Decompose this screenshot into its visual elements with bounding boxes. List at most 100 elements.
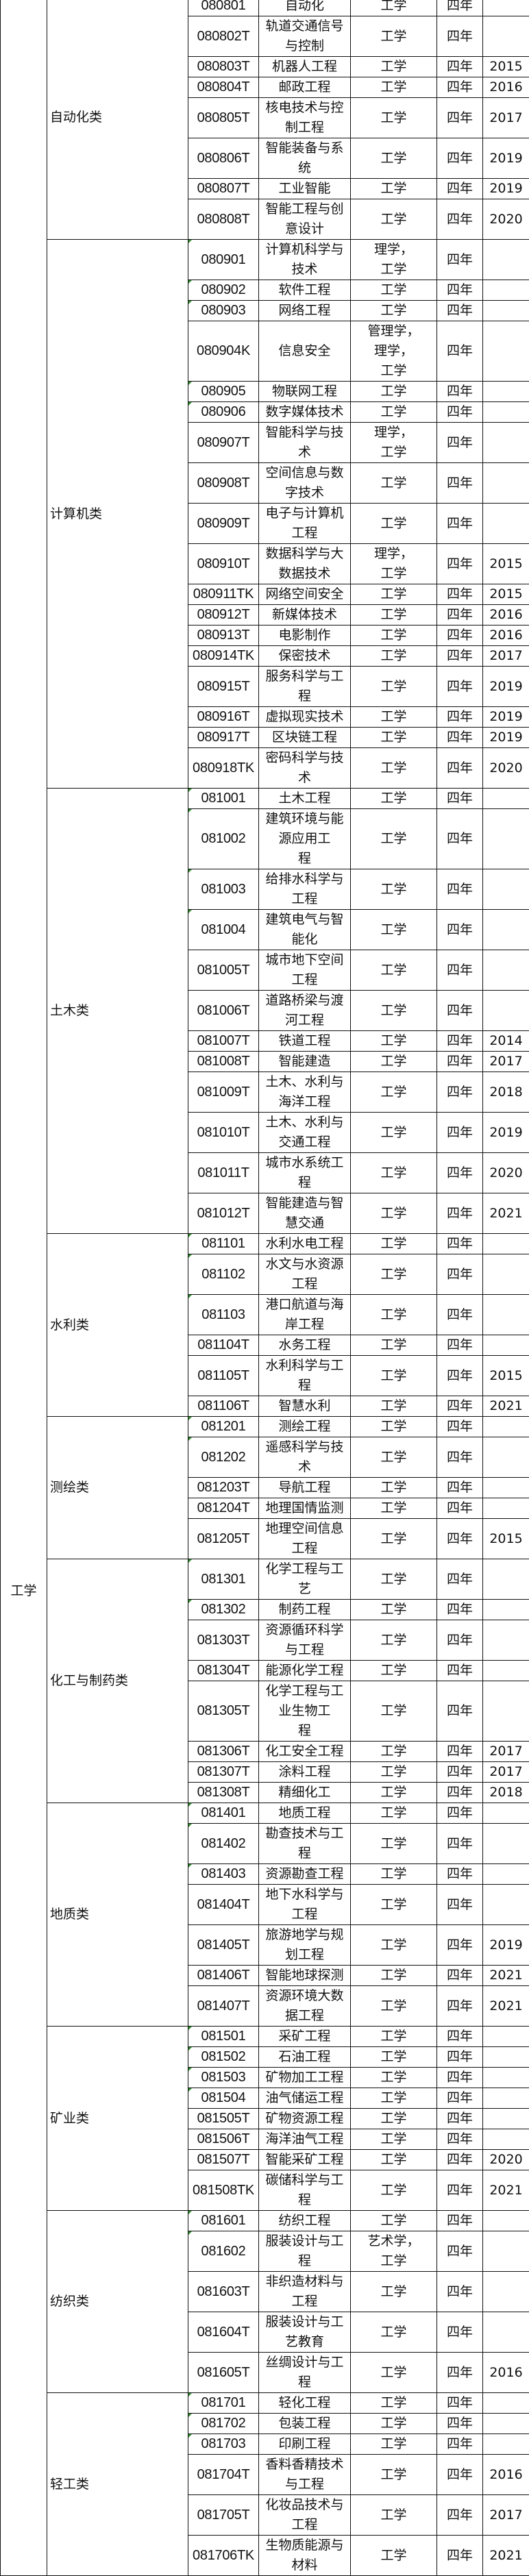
study-years: 四年 bbox=[437, 321, 483, 382]
major-code: 081202 bbox=[188, 1437, 259, 1478]
degree-type: 工学 bbox=[351, 1783, 437, 1803]
major-code: 080801 bbox=[188, 0, 259, 16]
major-name: 石油工程 bbox=[259, 2047, 351, 2068]
category-cell: 测绘类 bbox=[47, 1417, 188, 1559]
year-added bbox=[483, 789, 529, 809]
major-code: 080917T bbox=[188, 728, 259, 748]
year-added bbox=[483, 1437, 529, 1478]
year-added bbox=[483, 1864, 529, 1885]
study-years: 四年 bbox=[437, 504, 483, 544]
year-added bbox=[483, 240, 529, 280]
major-name: 精细化工 bbox=[259, 1783, 351, 1803]
year-added bbox=[483, 1620, 529, 1661]
study-years: 四年 bbox=[437, 1885, 483, 1925]
degree-type: 工学 bbox=[351, 950, 437, 991]
degree-type: 工学 bbox=[351, 667, 437, 707]
major-code: 080912T bbox=[188, 605, 259, 626]
major-name: 水利水电工程 bbox=[259, 1234, 351, 1254]
degree-type: 工学 bbox=[351, 280, 437, 301]
study-years: 四年 bbox=[437, 1803, 483, 1824]
major-code: 080807T bbox=[188, 179, 259, 199]
major-code: 081603T bbox=[188, 2272, 259, 2312]
major-code: 081706TK bbox=[188, 2536, 259, 2576]
study-years: 四年 bbox=[437, 1295, 483, 1335]
year-added: 2017 bbox=[483, 646, 529, 667]
study-years: 四年 bbox=[437, 1193, 483, 1234]
major-name: 香料香精技术 与工程 bbox=[259, 2455, 351, 2495]
major-name: 智能建造 bbox=[259, 1052, 351, 1072]
major-name: 智能科学与技 术 bbox=[259, 423, 351, 463]
year-added bbox=[483, 1234, 529, 1254]
major-code: 081001 bbox=[188, 789, 259, 809]
year-added bbox=[483, 991, 529, 1031]
degree-type: 工学 bbox=[351, 1661, 437, 1681]
degree-type: 工学 bbox=[351, 1193, 437, 1234]
degree-type: 工学 bbox=[351, 1437, 437, 1478]
year-added bbox=[483, 423, 529, 463]
major-code: 081005T bbox=[188, 950, 259, 991]
study-years: 四年 bbox=[437, 77, 483, 98]
major-code: 080909T bbox=[188, 504, 259, 544]
degree-type: 工学 bbox=[351, 98, 437, 138]
year-added: 2016 bbox=[483, 2455, 529, 2495]
major-code: 080908T bbox=[188, 463, 259, 504]
major-name: 水文与水资源 工程 bbox=[259, 1254, 351, 1295]
major-name: 物联网工程 bbox=[259, 382, 351, 402]
degree-type: 工学 bbox=[351, 138, 437, 179]
major-name: 服装设计与工 程 bbox=[259, 2231, 351, 2272]
major-code: 081008T bbox=[188, 1052, 259, 1072]
degree-type: 工学 bbox=[351, 789, 437, 809]
major-name: 智能工程与创 意设计 bbox=[259, 199, 351, 240]
study-years: 四年 bbox=[437, 402, 483, 423]
major-code: 081205T bbox=[188, 1519, 259, 1559]
study-years: 四年 bbox=[437, 869, 483, 910]
degree-type: 工学 bbox=[351, 77, 437, 98]
year-added: 2019 bbox=[483, 1113, 529, 1153]
major-name: 涂料工程 bbox=[259, 1762, 351, 1783]
major-code: 081303T bbox=[188, 1620, 259, 1661]
major-name: 智能装备与系 统 bbox=[259, 138, 351, 179]
degree-type: 工学 bbox=[351, 382, 437, 402]
major-name: 给排水科学与 工程 bbox=[259, 869, 351, 910]
major-code: 081701 bbox=[188, 2393, 259, 2414]
study-years: 四年 bbox=[437, 2272, 483, 2312]
major-name: 海洋油气工程 bbox=[259, 2129, 351, 2150]
year-added: 2015 bbox=[483, 1356, 529, 1396]
category-cell: 纺织类 bbox=[47, 2211, 188, 2393]
study-years: 四年 bbox=[437, 707, 483, 728]
major-name: 虚拟现实技术 bbox=[259, 707, 351, 728]
year-added: 2015 bbox=[483, 57, 529, 77]
major-code: 081104T bbox=[188, 1335, 259, 1356]
major-code: 081201 bbox=[188, 1417, 259, 1437]
major-code: 081307T bbox=[188, 1762, 259, 1783]
year-added: 2017 bbox=[483, 2495, 529, 2536]
study-years: 四年 bbox=[437, 2068, 483, 2088]
major-name: 土木、水利与 海洋工程 bbox=[259, 1072, 351, 1113]
year-added: 2019 bbox=[483, 707, 529, 728]
major-code: 081007T bbox=[188, 1031, 259, 1052]
degree-type: 工学 bbox=[351, 1052, 437, 1072]
degree-type: 管理学， 理学， 工学 bbox=[351, 321, 437, 382]
degree-type: 艺术学， 工学 bbox=[351, 2231, 437, 2272]
degree-type: 工学 bbox=[351, 2109, 437, 2129]
degree-type: 工学 bbox=[351, 2455, 437, 2495]
major-name: 建筑电气与智 能化 bbox=[259, 910, 351, 950]
major-code: 081101 bbox=[188, 1234, 259, 1254]
year-added bbox=[483, 1681, 529, 1742]
category-cell: 轻工类 bbox=[47, 2393, 188, 2576]
major-name: 服务科学与工 程 bbox=[259, 667, 351, 707]
year-added: 2021 bbox=[483, 2536, 529, 2576]
degree-type: 工学 bbox=[351, 1803, 437, 1824]
year-added bbox=[483, 2109, 529, 2129]
degree-type: 工学 bbox=[351, 1824, 437, 1864]
major-code: 080806T bbox=[188, 138, 259, 179]
year-added bbox=[483, 2414, 529, 2434]
degree-type: 工学 bbox=[351, 2027, 437, 2047]
major-code: 080901 bbox=[188, 240, 259, 280]
major-code: 081010T bbox=[188, 1113, 259, 1153]
degree-type: 工学 bbox=[351, 1356, 437, 1396]
study-years: 四年 bbox=[437, 1620, 483, 1661]
